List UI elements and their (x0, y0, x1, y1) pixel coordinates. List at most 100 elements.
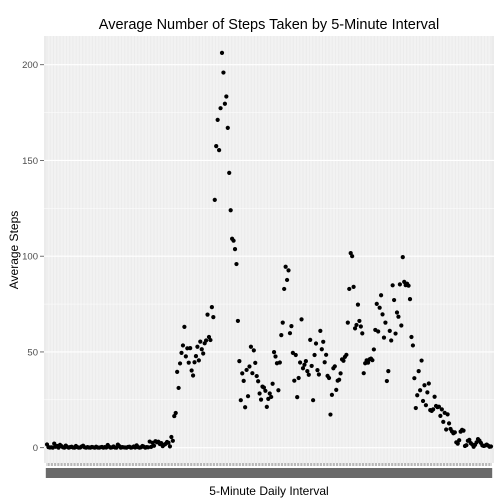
x-tick-label (236, 468, 240, 478)
x-tick-label (226, 468, 229, 478)
x-tick-label (203, 468, 206, 478)
x-tick-label (333, 468, 337, 478)
x-tick-label (340, 468, 344, 478)
x-tick-label (246, 468, 250, 478)
data-point (263, 388, 268, 393)
data-point (237, 359, 242, 364)
x-tick-label (184, 468, 188, 478)
data-point (393, 331, 398, 336)
x-tick-label (478, 468, 481, 478)
x-tick-label (482, 468, 485, 478)
x-tick-label (343, 468, 347, 478)
x-tick-label (426, 468, 429, 478)
x-tick-label (60, 468, 63, 478)
x-tick-label (128, 468, 131, 478)
data-point (384, 378, 389, 384)
data-point (303, 359, 308, 364)
data-point (361, 371, 366, 376)
data-point (251, 348, 256, 353)
x-tick-label (177, 468, 180, 478)
data-point (199, 347, 204, 352)
x-tick-label (80, 468, 83, 478)
x-tick-label (61, 468, 65, 478)
x-tick-label (180, 468, 183, 478)
x-tick-label (138, 468, 141, 478)
data-point (280, 320, 285, 325)
data-point (306, 372, 311, 377)
data-point (261, 385, 267, 390)
data-point (383, 320, 388, 325)
data-point (381, 335, 387, 340)
x-tick-label (397, 468, 400, 478)
x-tick-label (160, 468, 163, 478)
x-tick-label (358, 468, 361, 478)
x-tick-label (436, 468, 439, 478)
x-tick-label (314, 468, 318, 478)
x-tick-label (379, 468, 383, 478)
data-point (190, 373, 196, 378)
data-point (195, 344, 200, 349)
x-tick-label (376, 468, 380, 478)
x-tick-label (274, 468, 277, 478)
data-point (253, 360, 258, 365)
x-tick-label (293, 468, 296, 478)
x-tick-label (371, 468, 374, 478)
x-tick-label (306, 468, 309, 478)
x-tick-label (126, 468, 130, 478)
x-tick-label (403, 468, 406, 478)
x-tick-label (455, 468, 458, 478)
x-tick-label (356, 468, 360, 478)
x-tick-label (363, 468, 367, 478)
x-tick-label (437, 468, 441, 478)
x-tick-label (368, 468, 371, 478)
x-tick-label (417, 468, 420, 478)
x-tick-label (232, 468, 235, 478)
data-point (439, 407, 444, 412)
x-tick-label (407, 468, 410, 478)
x-tick-label (103, 468, 107, 478)
data-point (241, 378, 246, 383)
x-tick-label (310, 468, 313, 478)
x-tick-label (142, 468, 146, 478)
data-point (412, 376, 417, 381)
data-point (176, 385, 181, 391)
x-tick-label (94, 468, 98, 478)
x-tick-label (416, 468, 419, 478)
x-tick-label (45, 468, 49, 478)
x-tick-label (465, 468, 468, 478)
x-tick-label (99, 468, 102, 478)
x-tick-label (93, 468, 96, 478)
x-tick-label (212, 468, 215, 478)
x-tick-label (183, 468, 186, 478)
x-tick-label (420, 468, 423, 478)
y-tick-label: 150 (22, 156, 38, 167)
x-tick-label (378, 468, 381, 478)
x-tick-label (122, 468, 125, 478)
x-tick-label (392, 468, 396, 478)
data-point (270, 381, 275, 386)
data-point (250, 371, 255, 376)
data-point (392, 297, 397, 303)
x-tick-label (447, 468, 451, 478)
x-tick-label (256, 468, 260, 478)
x-tick-label (132, 468, 135, 478)
x-tick-label (222, 468, 225, 478)
x-tick-label (157, 468, 160, 478)
x-tick-label (339, 468, 342, 478)
data-point (358, 324, 363, 329)
x-tick-label (123, 468, 127, 478)
x-tick-label (161, 468, 164, 478)
x-tick-label (190, 468, 193, 478)
x-tick-label (342, 468, 345, 478)
data-point (347, 286, 352, 292)
data-point (318, 328, 323, 333)
x-tick-label (105, 468, 108, 478)
data-point (205, 312, 210, 317)
data-point (299, 317, 304, 322)
data-point (192, 360, 197, 365)
data-point (240, 371, 245, 376)
x-tick-label (74, 468, 78, 478)
data-point (295, 395, 300, 400)
data-point (377, 305, 382, 310)
x-tick-label (456, 468, 459, 478)
